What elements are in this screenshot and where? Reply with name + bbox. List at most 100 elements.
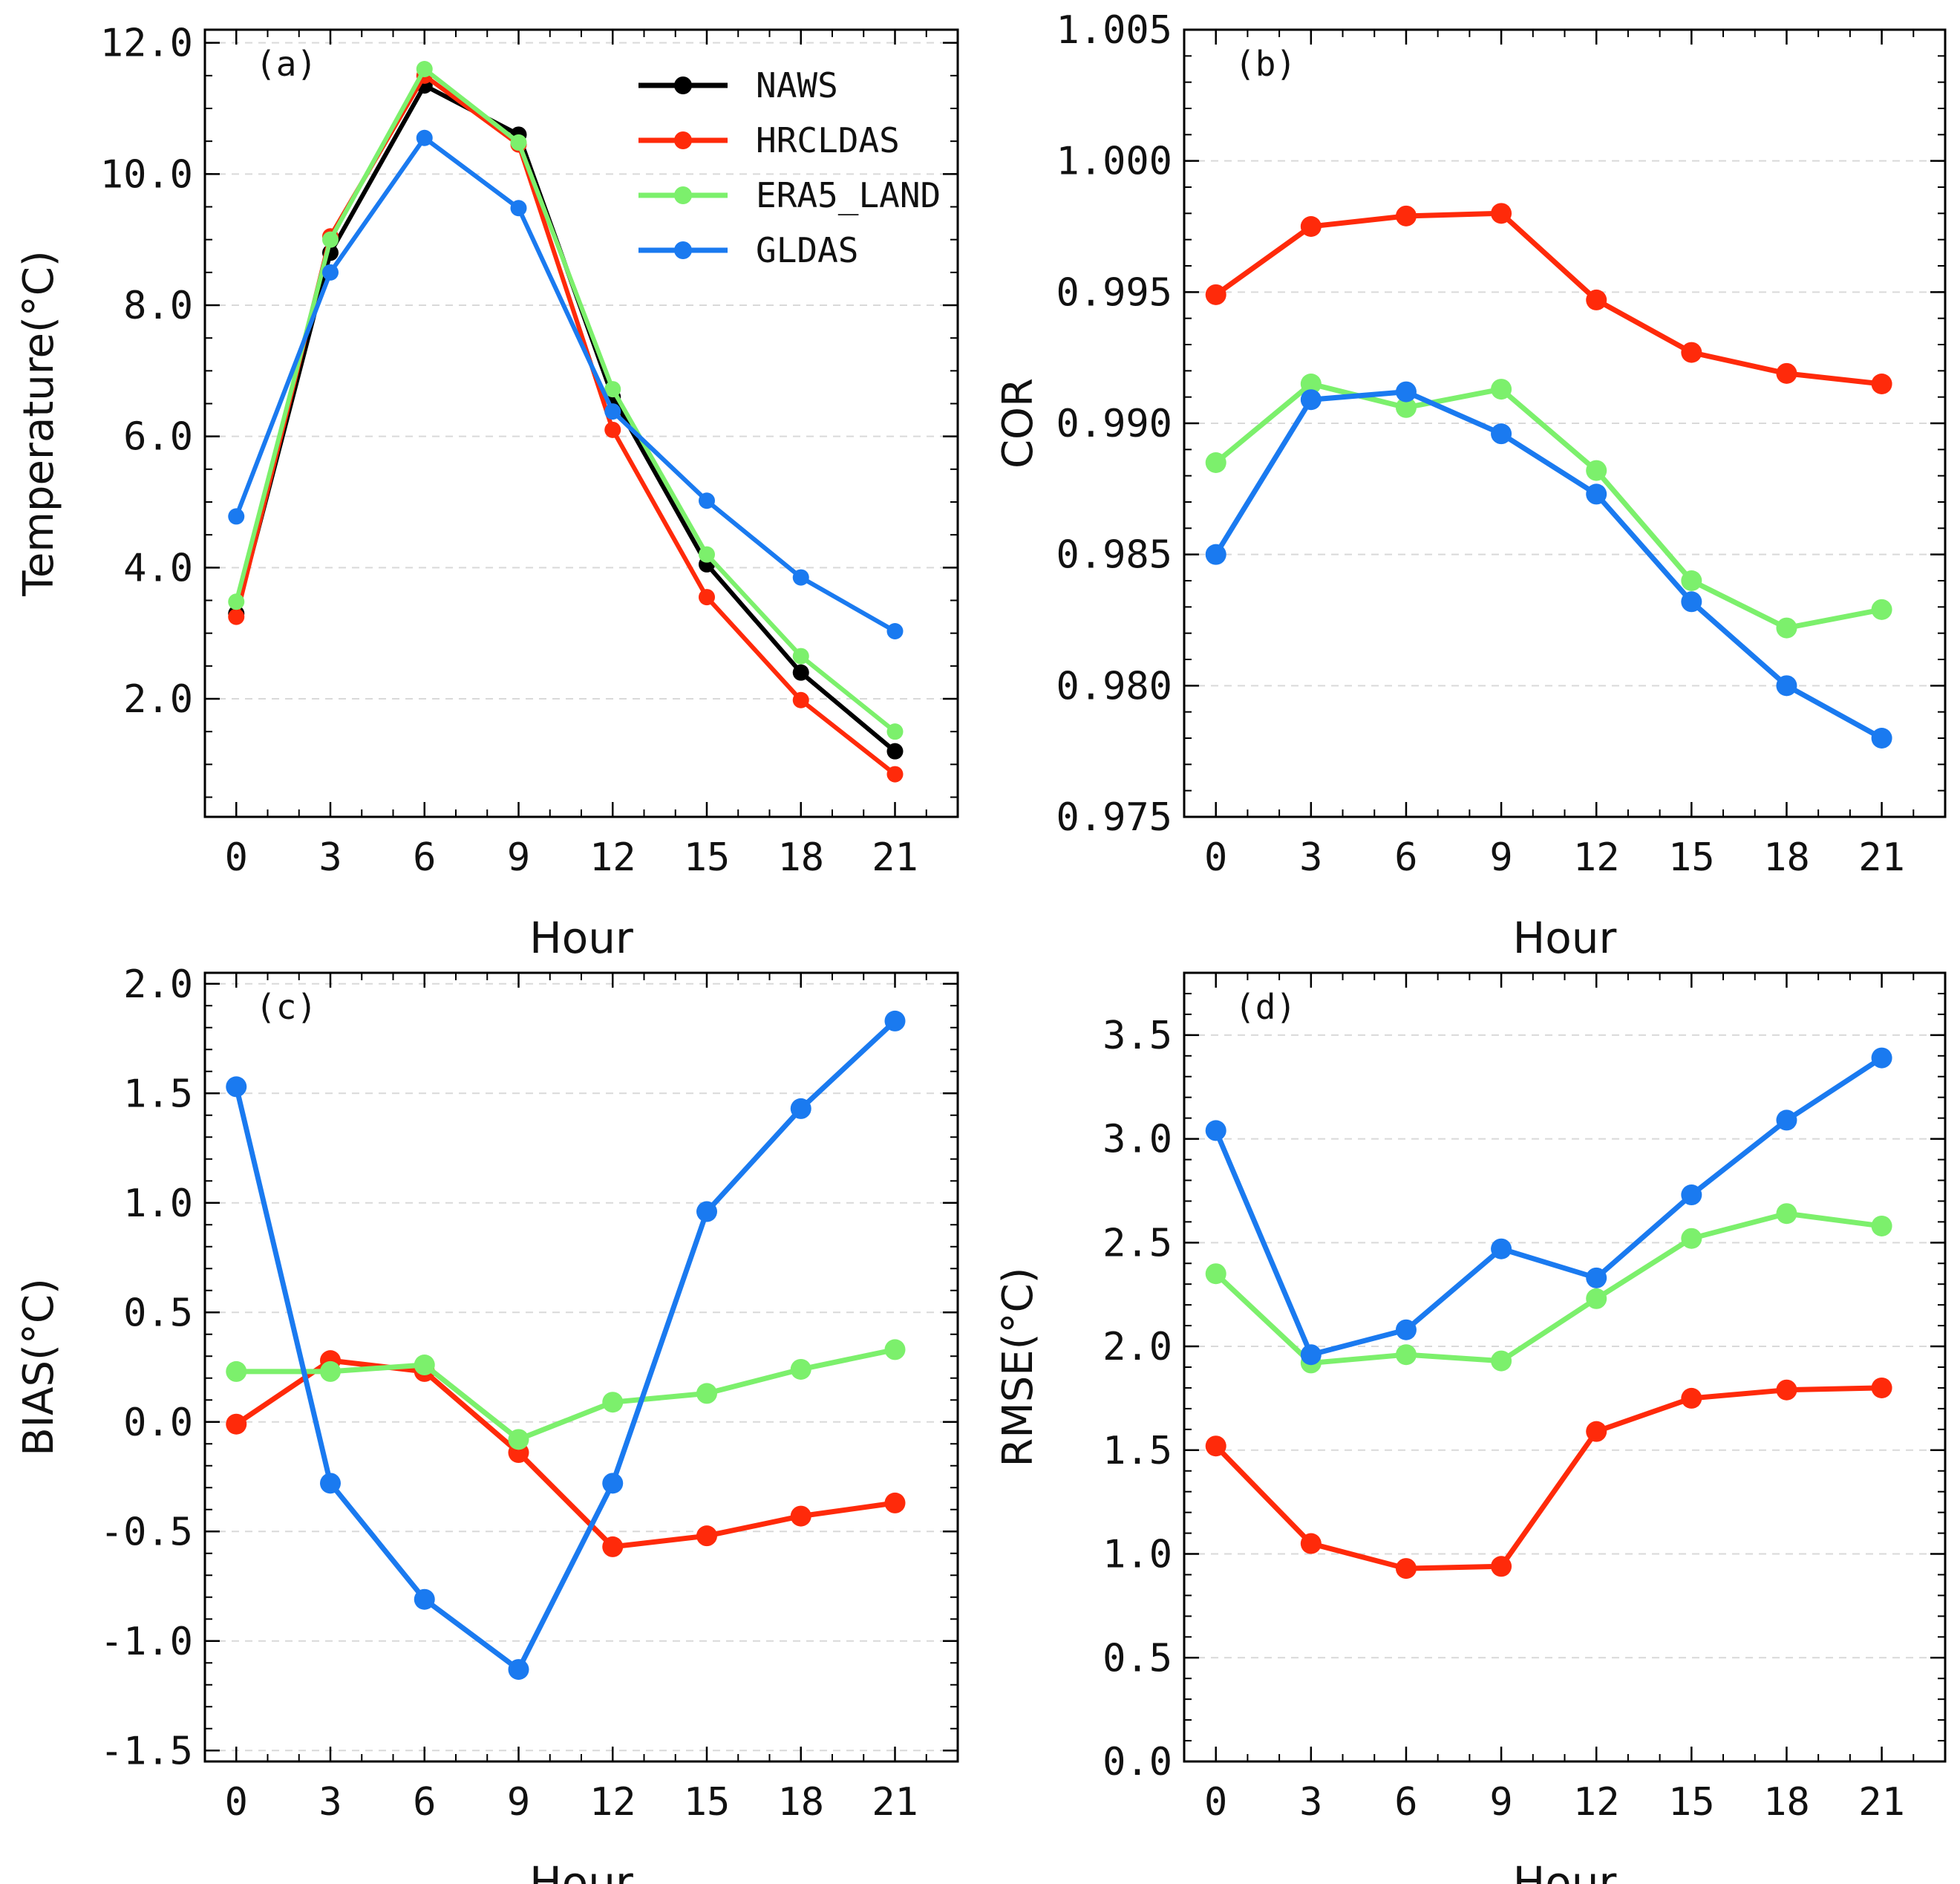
series-era5-land-point [1395, 1344, 1417, 1366]
series-gldas-line [233, 1019, 897, 1672]
series-era5-land-point [792, 648, 809, 665]
x-tick-label: 21 [872, 1780, 918, 1825]
panel-label: (d) [1235, 987, 1296, 1027]
x-tick-label: 0 [1204, 835, 1227, 880]
series-hrcldas-line [235, 1357, 895, 1550]
series-gldas-line [1213, 389, 1884, 741]
series-era5-land-point [414, 1355, 435, 1376]
series-era5-land-point [1395, 397, 1417, 418]
legend-item: ERA5_LAND [638, 175, 941, 215]
series-era5-land-point [1491, 1350, 1512, 1372]
legend-swatch-marker [674, 76, 692, 94]
x-tick-label: 9 [507, 835, 530, 880]
series-hrcldas-point [790, 1505, 811, 1527]
y-tick-label: 1.000 [1056, 140, 1172, 184]
x-tick-label: 21 [1858, 835, 1905, 880]
y-tick-label: 6.0 [123, 415, 193, 460]
y-tick-label: 3.5 [1102, 1014, 1172, 1058]
x-tick-label: 21 [1858, 1780, 1905, 1825]
series-hrcldas-point [1776, 1379, 1797, 1401]
series-era5-land-point [1681, 1228, 1702, 1249]
series-era5-land-point [1205, 452, 1226, 473]
series-era5-land-point [696, 1383, 717, 1404]
series-era5-land-point [320, 1360, 341, 1382]
series-era5-land-point [790, 1358, 811, 1380]
series-era5-land-point [510, 134, 527, 151]
series-gldas-point [414, 1588, 435, 1610]
series-era5-land-point [602, 1392, 624, 1413]
x-tick-label: 12 [589, 835, 636, 880]
y-tick-label: 10.0 [100, 152, 193, 197]
panel-b: 0.975 0.980 0.985 0.990 0.995 1.000 1.005 0 3 6 9 1… [994, 8, 1947, 963]
x-tick-label: 18 [1763, 1780, 1810, 1825]
x-tick-label: 12 [589, 1780, 636, 1825]
y-tick-label: 0.5 [1102, 1636, 1172, 1681]
series-gldas-point [1871, 728, 1892, 749]
series-era5-land-point [226, 1360, 247, 1382]
series-hrcldas-point [792, 691, 809, 708]
panel-label: (a) [255, 44, 317, 84]
legend-item: NAWS [638, 65, 838, 105]
legend-swatch-marker [674, 131, 692, 149]
x-tick-label: 0 [225, 835, 248, 880]
y-tick-label: 3.0 [1102, 1118, 1172, 1162]
y-tick-label: 8.0 [123, 284, 193, 328]
series-hrcldas-point [226, 1413, 247, 1435]
y-tick-label: 0.990 [1056, 402, 1172, 446]
y-tick-label: 0.985 [1056, 533, 1172, 578]
y-tick-label: 0.0 [1102, 1740, 1172, 1784]
x-tick-label: 12 [1573, 835, 1620, 880]
x-tick-label: 15 [684, 1780, 731, 1825]
series-gldas-point [1300, 1344, 1322, 1366]
series-hrcldas-point [1205, 1435, 1226, 1457]
series-gldas-point [228, 508, 245, 525]
series-hrcldas-point [1491, 203, 1512, 224]
series-hrcldas-point [1300, 216, 1322, 237]
y-tick-label: 2.0 [1102, 1325, 1172, 1369]
series-gldas-point [1300, 389, 1322, 411]
series-era5-land-line [234, 67, 897, 734]
plot-frame [203, 28, 959, 818]
series-gldas-point [1776, 675, 1797, 697]
series-gldas-point [1205, 544, 1226, 565]
legend-item: GLDAS [638, 230, 858, 270]
plot-frame [1183, 28, 1947, 818]
x-tick-label: 6 [413, 1780, 436, 1825]
series-gldas-point [1491, 1238, 1512, 1259]
panel-label: (c) [255, 987, 317, 1027]
series-era5-land-point [416, 61, 433, 77]
series-hrcldas-point [602, 1536, 624, 1557]
series-gldas-point [1395, 381, 1417, 402]
series-gldas-point [510, 200, 527, 217]
y-tick-label: 1.5 [123, 1072, 193, 1116]
series-hrcldas-point [699, 589, 715, 606]
panel-d: 0.0 0.5 1.0 1.5 2.0 2.5 3.0 3.5 0 3 6 9 12 15 18 21 (d) H… [994, 971, 1947, 1884]
series-era5-land-line [236, 1346, 896, 1442]
series-hrcldas-point [1681, 1387, 1702, 1409]
x-tick-label: 3 [1299, 835, 1322, 880]
series-era5-land-point [699, 546, 715, 563]
series-era5-land-point [228, 593, 245, 610]
series-gldas-point [1681, 1184, 1702, 1206]
y-tick-label: 2.0 [123, 962, 193, 1007]
series-hrcldas-line [1214, 1385, 1882, 1571]
y-tick-label: -1.0 [100, 1620, 193, 1664]
series-era5-land-line [1214, 1210, 1883, 1366]
series-era5-land-point [508, 1429, 529, 1450]
panel-label: (b) [1235, 44, 1296, 84]
x-tick-label: 9 [507, 1780, 530, 1825]
x-tick-label: 6 [1394, 1780, 1417, 1825]
series-era5-land-point [1871, 1215, 1892, 1236]
y-axis-label: COR [994, 378, 1042, 469]
series-hrcldas-point [604, 421, 621, 438]
series-era5-land-line [1214, 381, 1883, 631]
legend-label: GLDAS [756, 230, 858, 270]
series-gldas-point [1205, 1120, 1226, 1141]
series-gldas-point [604, 403, 621, 420]
y-tick-label: 4.0 [123, 546, 193, 590]
series-hrcldas-point [1586, 289, 1607, 310]
series-gldas-line [1213, 1055, 1884, 1357]
x-axis-label: Hour [1513, 1857, 1617, 1884]
series-hrcldas-point [1586, 1421, 1607, 1442]
